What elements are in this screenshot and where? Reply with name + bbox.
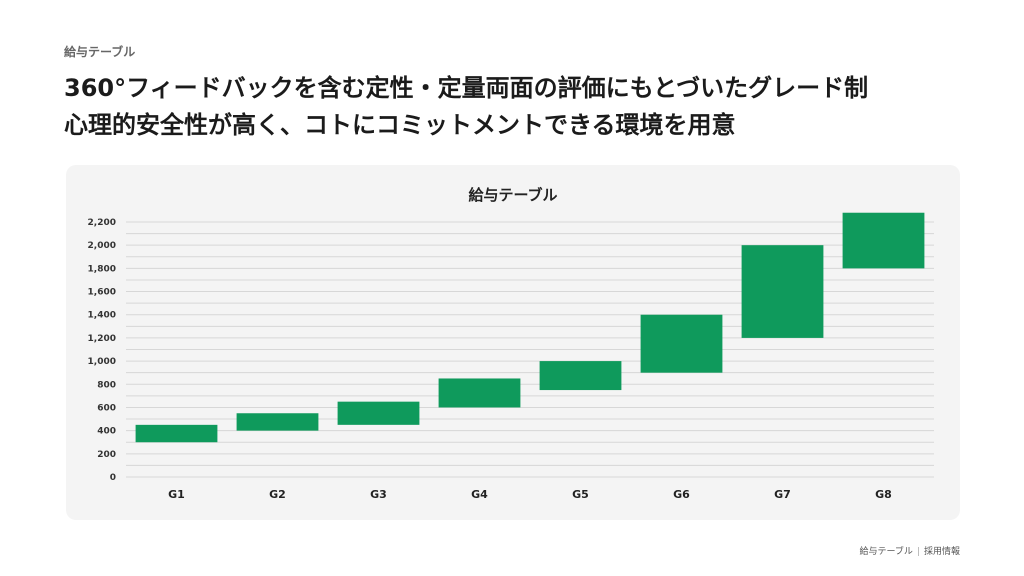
y-tick-label: 1,600 bbox=[88, 288, 116, 298]
x-tick-label: G8 bbox=[875, 488, 892, 501]
headline-line-1: 360°フィードバックを含む定性・定量両面の評価にもとづいたグレード制 bbox=[64, 74, 869, 102]
salary-bar bbox=[337, 401, 420, 425]
footer-page: 採用情報 bbox=[923, 547, 960, 557]
footer-separator: | bbox=[916, 547, 920, 557]
y-tick-label: 1,000 bbox=[88, 357, 116, 367]
x-tick-label: G7 bbox=[774, 488, 791, 501]
x-tick-label: G4 bbox=[471, 488, 488, 501]
y-tick-label: 200 bbox=[97, 450, 116, 460]
headline-line-2: 心理的安全性が高く、コトにコミットメントできる環境を用意 bbox=[64, 111, 736, 139]
y-tick-label: 1,200 bbox=[88, 334, 116, 344]
x-tick-label: G5 bbox=[572, 488, 589, 501]
chart-title: 給与テーブル bbox=[468, 186, 558, 204]
y-tick-label: 800 bbox=[97, 380, 116, 390]
salary-bar bbox=[438, 378, 521, 408]
page-headline: 360°フィードバックを含む定性・定量両面の評価にもとづいたグレード制 心理的安… bbox=[64, 70, 964, 144]
y-tick-label: 600 bbox=[97, 403, 116, 413]
salary-bar bbox=[539, 361, 622, 391]
section-label: 給与テーブル bbox=[64, 45, 136, 59]
x-tick-label: G1 bbox=[168, 488, 185, 501]
salary-bar bbox=[640, 314, 723, 373]
chart-card: 給与テーブル 0 200 400 600 800 1,000 1,200 1,400 1,600… bbox=[66, 165, 960, 520]
y-tick-label: 2,000 bbox=[88, 241, 116, 251]
y-tick-label: 400 bbox=[97, 427, 116, 437]
y-tick-label: 2,200 bbox=[88, 218, 116, 228]
y-tick-label: 0 bbox=[110, 473, 116, 483]
salary-bar bbox=[135, 424, 218, 443]
y-tick-label: 1,400 bbox=[88, 311, 116, 321]
footer: 給与テーブル | 採用情報 bbox=[859, 544, 960, 557]
footer-section: 給与テーブル bbox=[859, 547, 913, 557]
salary-bar bbox=[236, 413, 319, 431]
x-tick-label: G6 bbox=[673, 488, 690, 501]
x-tick-label: G3 bbox=[370, 488, 387, 501]
salary-range-chart: 0 200 400 600 800 1,000 1,200 1,400 1,600 1,800 2,… bbox=[88, 212, 934, 501]
salary-bar bbox=[741, 245, 824, 338]
x-tick-label: G2 bbox=[269, 488, 286, 501]
salary-bar bbox=[842, 212, 925, 269]
y-tick-label: 1,800 bbox=[88, 264, 116, 274]
